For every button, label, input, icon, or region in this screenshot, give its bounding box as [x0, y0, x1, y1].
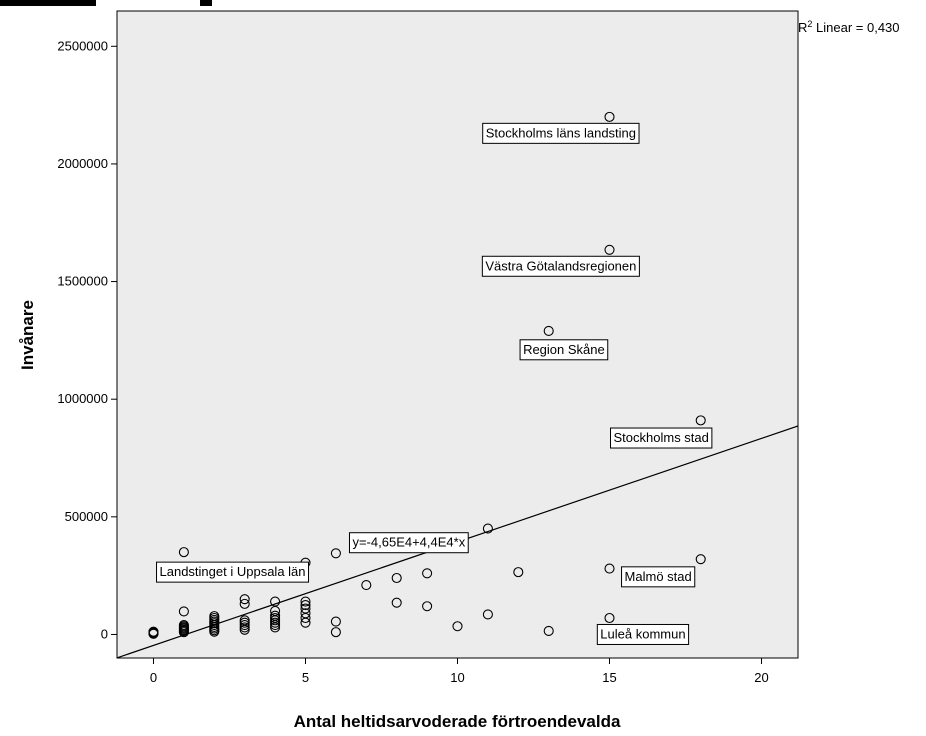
- data-point: [270, 617, 281, 628]
- y-axis-title: Invånare: [18, 300, 37, 370]
- point-label: Luleå kommun: [596, 623, 690, 645]
- regression-equation: y=-4,65E4+4,4E4*x: [348, 532, 469, 554]
- y-tick-label: 2000000: [57, 156, 108, 171]
- y-tick-label: 1500000: [57, 274, 108, 289]
- data-point: [513, 567, 524, 578]
- point-label-box: [156, 561, 310, 583]
- data-point: [300, 600, 311, 611]
- r-squared-label: R2 Linear = 0,430: [798, 19, 900, 35]
- data-point: [239, 598, 250, 609]
- point-label-text: Malmö stad: [625, 569, 692, 584]
- point-label-box: [610, 427, 713, 449]
- data-point: [270, 610, 281, 621]
- point-label-text: Stockholms stad: [614, 430, 709, 445]
- data-point: [543, 325, 554, 337]
- data-point: [422, 568, 433, 579]
- data-point: [209, 611, 220, 622]
- y-tick-label: 1000000: [57, 391, 108, 406]
- regression-equation-text: y=-4,65E4+4,4E4*x: [352, 535, 465, 550]
- data-point: [270, 596, 281, 607]
- point-label: Västra Götalandsregionen: [481, 255, 640, 277]
- y-tick-label: 0: [101, 626, 108, 641]
- data-point: [300, 603, 311, 614]
- x-tick-label: 20: [754, 670, 768, 685]
- data-point: [695, 554, 706, 565]
- data-point: [604, 612, 615, 624]
- point-label-box: [621, 566, 696, 588]
- data-point: [695, 415, 706, 426]
- data-point: [239, 620, 250, 631]
- data-point: [270, 612, 281, 624]
- data-point: [239, 617, 250, 628]
- data-point: [300, 608, 311, 619]
- title-remnant-1: [0, 0, 96, 6]
- data-point: [239, 594, 250, 605]
- point-label-text: Landstinget i Uppsala län: [160, 564, 306, 579]
- point-label-text: Region Skåne: [523, 342, 605, 357]
- data-point: [330, 548, 341, 559]
- data-point: [604, 563, 615, 574]
- data-point: [239, 615, 250, 626]
- data-points: [148, 111, 706, 639]
- data-point: [148, 626, 159, 637]
- point-label: Stockholms läns landsting: [482, 122, 640, 144]
- data-point: [330, 616, 341, 627]
- point-annotations: Stockholms läns landsting Västra Götaland…: [156, 122, 713, 645]
- point-label-text: Västra Götalandsregionen: [485, 258, 636, 273]
- data-point: [452, 621, 463, 632]
- x-tick-label: 10: [450, 670, 464, 685]
- point-label: Stockholms stad: [610, 427, 713, 449]
- point-label: Landstinget i Uppsala län: [156, 561, 310, 583]
- data-point: [391, 572, 402, 584]
- x-axis: 0 5 10 15 20: [150, 658, 769, 685]
- data-point: [422, 601, 433, 612]
- data-point: [178, 620, 189, 631]
- title-remnant-2: [200, 0, 212, 6]
- point-label-box: [482, 122, 640, 144]
- y-tick-label: 500000: [65, 509, 108, 524]
- data-point: [604, 244, 615, 255]
- y-tick-label: 2500000: [57, 38, 108, 53]
- point-label: Malmö stad: [621, 566, 696, 588]
- point-label-box: [596, 623, 690, 645]
- x-tick-label: 0: [150, 670, 157, 685]
- plot-area: [116, 10, 799, 659]
- point-label-text: Stockholms läns landsting: [486, 125, 636, 140]
- y-axis: 0 500000 1000000 1500000 2000000 2500000: [57, 38, 117, 641]
- point-label-text: Luleå kommun: [600, 626, 685, 641]
- data-point: [604, 111, 615, 122]
- data-point: [239, 622, 250, 633]
- x-tick-label: 5: [302, 670, 309, 685]
- data-point: [482, 609, 493, 620]
- data-point: [300, 596, 311, 607]
- data-point: [482, 523, 493, 534]
- data-point: [543, 625, 554, 636]
- point-label-box: [519, 339, 609, 361]
- x-axis-title: Antal heltidsarvoderade förtroendevalda: [294, 712, 621, 731]
- x-tick-label: 15: [602, 670, 616, 685]
- data-point: [330, 627, 341, 638]
- point-label-box: [481, 255, 640, 277]
- regression-equation-box: [348, 532, 469, 554]
- data-point: [178, 606, 189, 617]
- data-point: [178, 547, 189, 558]
- data-point: [361, 580, 372, 591]
- data-point: [391, 597, 402, 608]
- point-label: Region Skåne: [519, 339, 609, 361]
